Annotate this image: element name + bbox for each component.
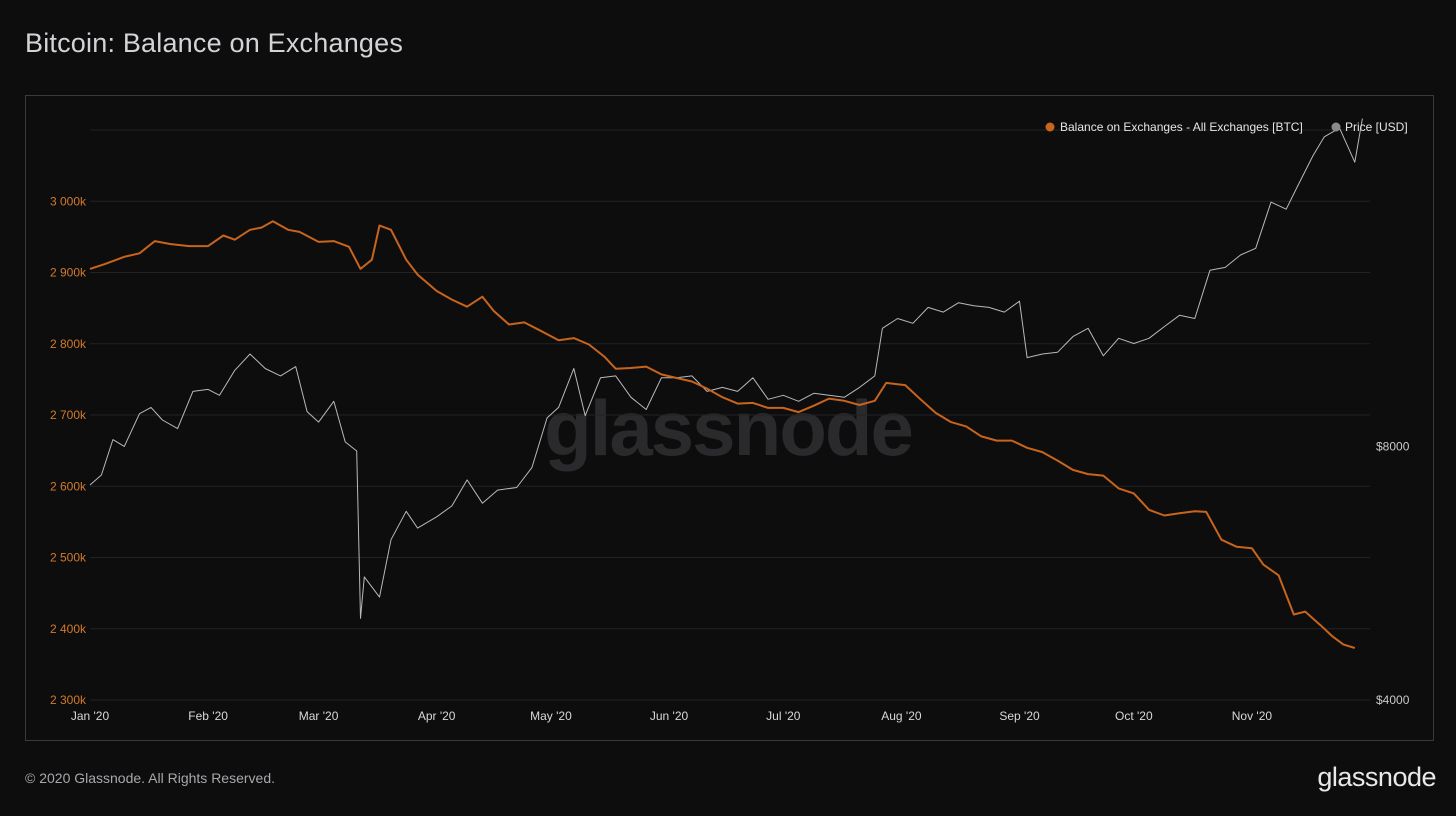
y-left-tick-label: 3 000k: [50, 194, 87, 208]
y-left-tick-label: 2 700k: [50, 408, 87, 422]
y-left-tick-label: 2 300k: [50, 693, 87, 707]
y-left-tick-label: 2 500k: [50, 551, 87, 565]
y-axis-right: $4000 $8000: [1376, 439, 1410, 707]
legend-item-price[interactable]: Price [USD]: [1331, 120, 1408, 134]
chart-svg: glassnode 2 300k 2 400k 2 500k 2 600k 2 700k…: [50, 118, 1410, 723]
chart-frame: [25, 95, 1434, 741]
x-tick-label: Jul '20: [766, 709, 801, 723]
chart-title: Bitcoin: Balance on Exchanges: [25, 28, 404, 58]
legend-label-balance: Balance on Exchanges - All Exchanges [BT…: [1060, 120, 1303, 134]
x-tick-label: Oct '20: [1115, 709, 1153, 723]
legend-label-price: Price [USD]: [1345, 120, 1408, 134]
x-axis: Jan '20 Feb '20 Mar '20 Apr '20 May '20 Jun '…: [71, 709, 1273, 723]
x-tick-label: Jan '20: [71, 709, 110, 723]
y-left-tick-label: 2 400k: [50, 622, 87, 636]
y-axis-left: 2 300k 2 400k 2 500k 2 600k 2 700k 2 800k 2 90…: [50, 194, 87, 707]
legend-marker-balance: [1045, 122, 1055, 132]
x-tick-label: Feb '20: [188, 709, 228, 723]
y-right-tick-label: $4000: [1376, 693, 1410, 707]
y-left-tick-label: 2 600k: [50, 479, 87, 493]
grid-lines: [90, 129, 1370, 701]
watermark: glassnode: [544, 384, 912, 472]
x-tick-label: May '20: [530, 709, 572, 723]
x-tick-label: Aug '20: [881, 709, 922, 723]
y-left-tick-label: 2 900k: [50, 266, 87, 280]
price-series-line: [89, 118, 1363, 619]
y-left-tick-label: 2 800k: [50, 337, 87, 351]
glassnode-logo: glassnode: [1317, 762, 1436, 792]
x-tick-label: Sep '20: [999, 709, 1040, 723]
copyright-footer: © 2020 Glassnode. All Rights Reserved.: [25, 770, 276, 786]
y-right-tick-label: $8000: [1376, 439, 1410, 453]
balance-series-line: [89, 220, 1356, 649]
legend-marker-price: [1331, 122, 1341, 132]
x-tick-label: Mar '20: [299, 709, 339, 723]
x-tick-label: Jun '20: [650, 709, 689, 723]
x-tick-label: Apr '20: [418, 709, 456, 723]
x-tick-label: Nov '20: [1232, 709, 1273, 723]
legend: Balance on Exchanges - All Exchanges [BT…: [1045, 120, 1408, 134]
legend-item-balance[interactable]: Balance on Exchanges - All Exchanges [BT…: [1045, 120, 1303, 134]
